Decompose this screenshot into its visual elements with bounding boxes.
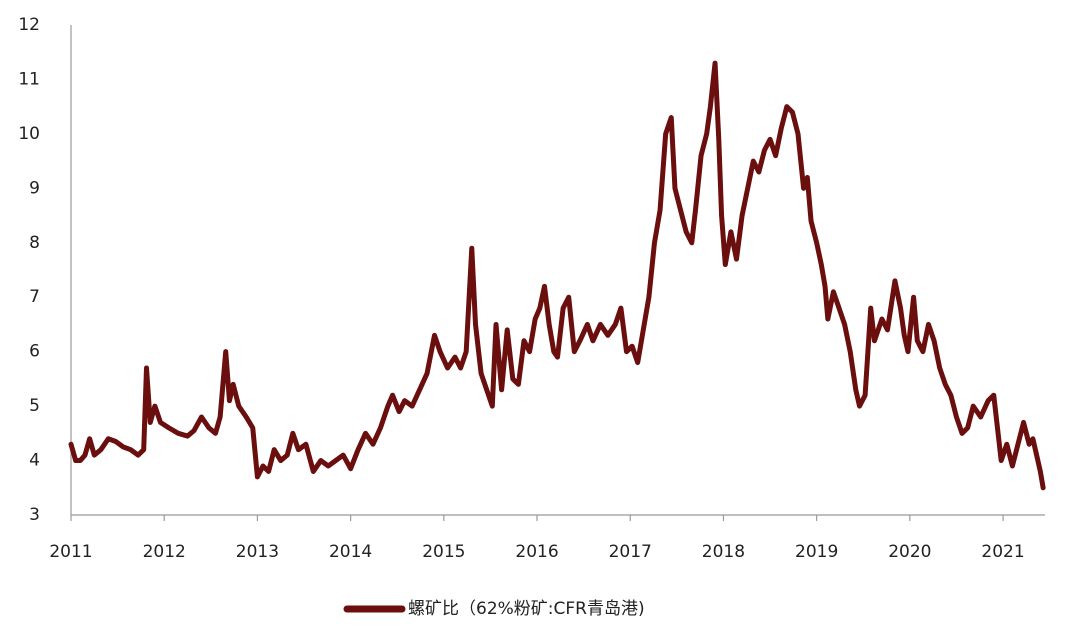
y-tick-label: 3: [29, 505, 40, 525]
y-tick-label: 4: [29, 451, 40, 471]
x-tick-label: 2021: [981, 542, 1024, 562]
y-tick-label: 12: [18, 15, 40, 35]
y-tick-label: 11: [18, 69, 40, 89]
y-tick-label: 7: [29, 287, 40, 307]
x-tick-label: 2011: [49, 542, 92, 562]
y-tick-label: 10: [18, 124, 40, 144]
x-tick-label: 2017: [609, 542, 652, 562]
series-line: [68, 60, 1046, 491]
x-tick-label: 2013: [236, 542, 279, 562]
y-tick-label: 8: [29, 233, 40, 253]
y-tick-label: 6: [29, 342, 40, 362]
x-tick-label: 2012: [143, 542, 186, 562]
x-tick-label: 2020: [888, 542, 931, 562]
x-tick-label: 2014: [329, 542, 372, 562]
y-tick-label: 5: [29, 396, 40, 416]
legend-label: 螺矿比（62%粉矿:CFR青岛港): [408, 599, 645, 619]
x-tick-label: 2018: [702, 542, 745, 562]
x-tick-label: 2019: [795, 542, 838, 562]
x-tick-label: 2016: [515, 542, 558, 562]
x-tick-label: 2015: [422, 542, 465, 562]
y-tick-label: 9: [29, 178, 40, 198]
